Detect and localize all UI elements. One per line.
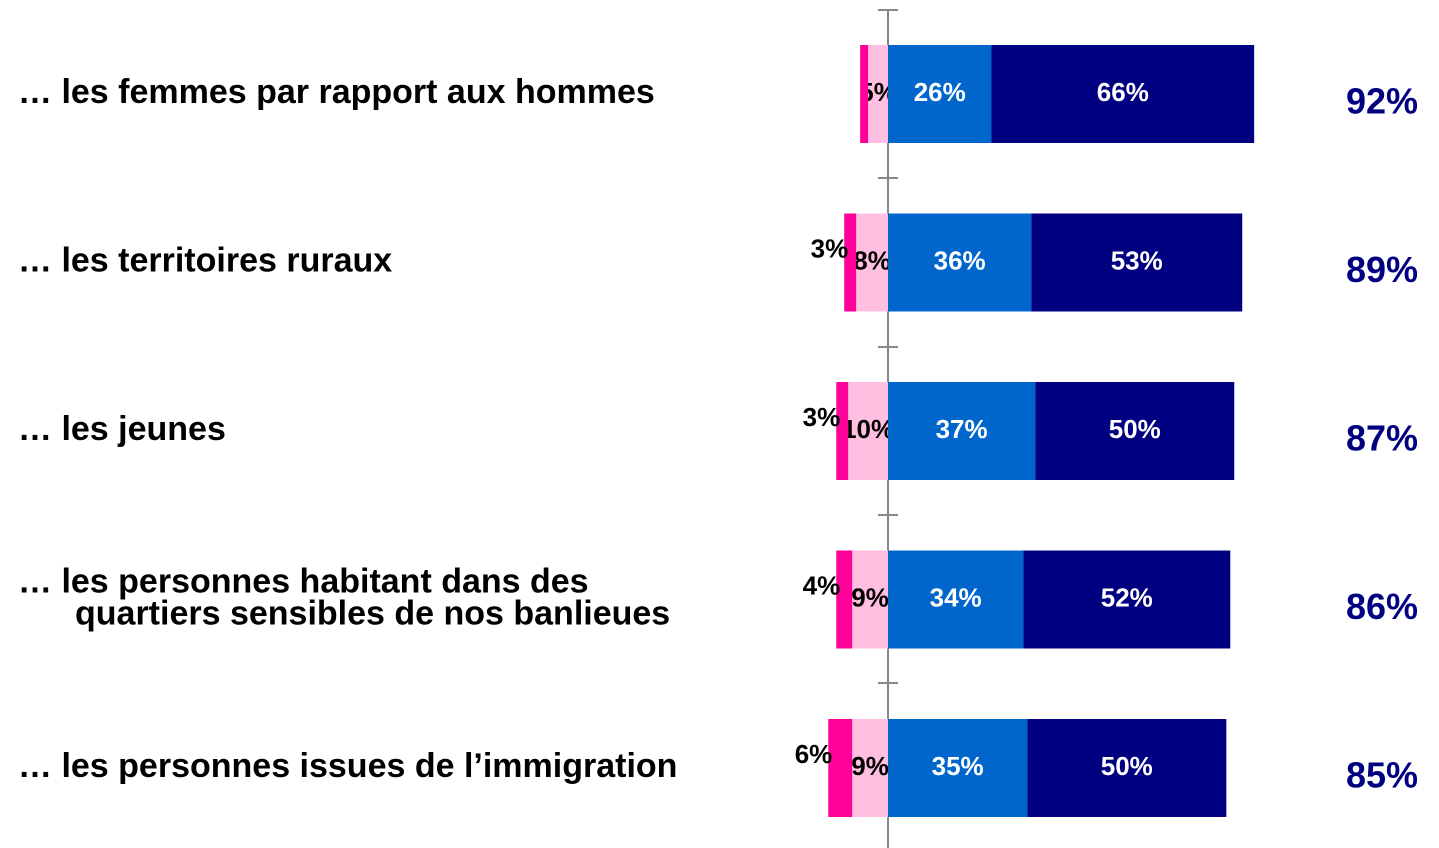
- data-label: 8%: [853, 245, 891, 275]
- total-label: 92%: [1346, 81, 1418, 122]
- total-label: 85%: [1346, 755, 1418, 796]
- total-label: 89%: [1346, 249, 1418, 290]
- data-label: 3%: [803, 402, 841, 432]
- data-label: 36%: [934, 245, 986, 275]
- data-label: 50%: [1109, 414, 1161, 444]
- data-label: 37%: [936, 414, 988, 444]
- data-label: 50%: [1101, 751, 1153, 781]
- bar-segment: [852, 719, 888, 817]
- category-label: … les femmes par rapport aux hommes: [18, 73, 655, 111]
- data-label: 6%: [795, 739, 833, 769]
- data-label: 35%: [932, 751, 984, 781]
- bar-segment: [852, 550, 888, 649]
- data-label: 53%: [1111, 245, 1163, 275]
- bar-segment: [888, 45, 992, 143]
- bar-segment: [856, 213, 888, 312]
- category-label: … les personnes issues de l’immigration: [18, 747, 677, 785]
- data-label: 26%: [914, 77, 966, 107]
- bar-segment: [1023, 550, 1231, 649]
- total-label: 86%: [1346, 586, 1418, 627]
- total-label: 87%: [1346, 418, 1418, 459]
- bar-segment: [848, 382, 888, 480]
- bar-segment: [844, 213, 857, 312]
- bar-segment: [1031, 213, 1243, 312]
- category-label: … les personnes habitant dans des: [18, 562, 589, 600]
- data-label: 4%: [803, 570, 841, 600]
- bar-segment: [836, 550, 853, 649]
- bar-segment: [828, 719, 853, 817]
- category-label: … les jeunes: [18, 410, 226, 448]
- bar-segment: [1027, 719, 1227, 817]
- category-label: … les territoires ruraux: [18, 241, 392, 279]
- data-label: 10%: [842, 414, 894, 444]
- bar-segment: [888, 213, 1032, 312]
- bar-segment: [1035, 382, 1235, 480]
- bar-segment: [888, 382, 1036, 480]
- bar-segment: [868, 45, 888, 143]
- data-label: 9%: [851, 751, 889, 781]
- bar-segment: [836, 382, 849, 480]
- data-label: 3%: [811, 233, 849, 263]
- bar-segment: [860, 45, 869, 143]
- bar-segment: [991, 45, 1255, 143]
- data-label: 9%: [851, 582, 889, 612]
- category-label: quartiers sensibles de nos banlieues: [75, 594, 670, 632]
- data-label: 66%: [1097, 77, 1149, 107]
- bar-segment: [888, 719, 1028, 817]
- data-label: 52%: [1101, 582, 1153, 612]
- data-label: 34%: [930, 582, 982, 612]
- bar-segment: [888, 550, 1024, 649]
